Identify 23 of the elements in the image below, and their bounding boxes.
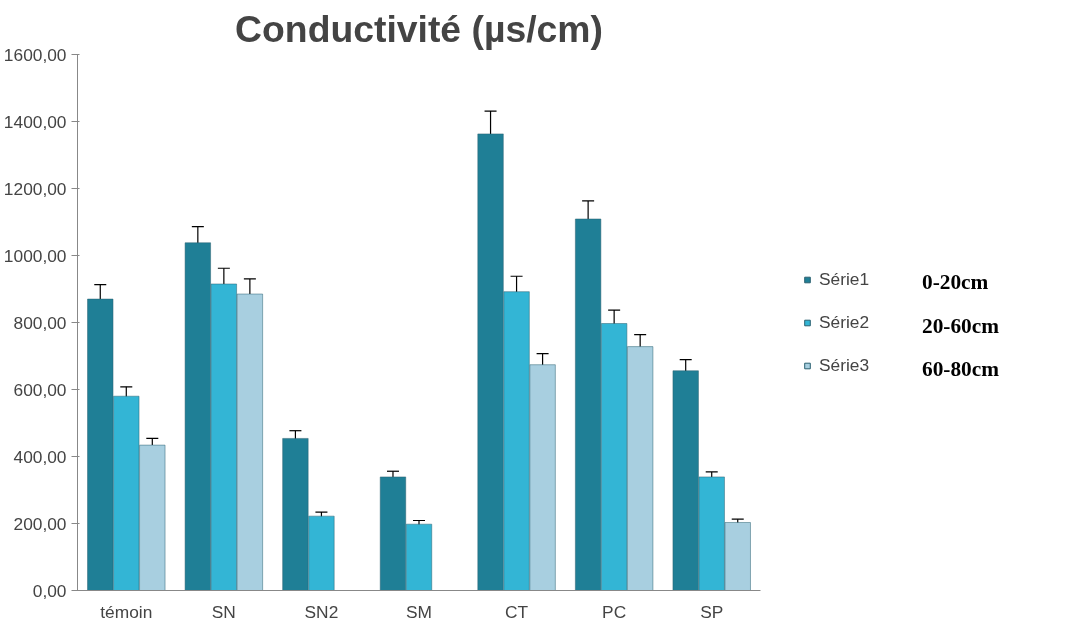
y-tick-label: 800,00 xyxy=(13,312,67,333)
y-tick-label: 1400,00 xyxy=(3,111,67,132)
x-tick-label: SM xyxy=(406,601,432,622)
x-tick-label: CT xyxy=(505,601,529,622)
x-tick-label: SN2 xyxy=(304,601,339,622)
y-tick-label: 200,00 xyxy=(13,513,67,534)
x-tick-label: SN xyxy=(211,601,236,622)
y-tick-label: 0,00 xyxy=(32,580,67,601)
text: 20-60cm xyxy=(922,313,1000,338)
x-tick-label: PC xyxy=(602,601,627,622)
x-tick-label: témoin xyxy=(100,601,153,622)
chart-title: Conductivité (µs/cm) xyxy=(235,7,603,50)
y-tick-label: 400,00 xyxy=(13,446,67,467)
x-tick-label: SP xyxy=(700,601,724,622)
y-tick-label: 1200,00 xyxy=(3,178,67,199)
legend-label: Série3 xyxy=(819,354,870,376)
y-tick-label: 600,00 xyxy=(13,379,67,400)
legend-label: Série2 xyxy=(819,311,870,333)
legend-label: Série1 xyxy=(819,268,870,290)
text: 60-80cm xyxy=(922,357,1000,382)
y-tick-label: 1000,00 xyxy=(3,245,67,266)
text: 0-20cm xyxy=(922,270,989,295)
y-tick-label: 1600,00 xyxy=(3,44,67,65)
